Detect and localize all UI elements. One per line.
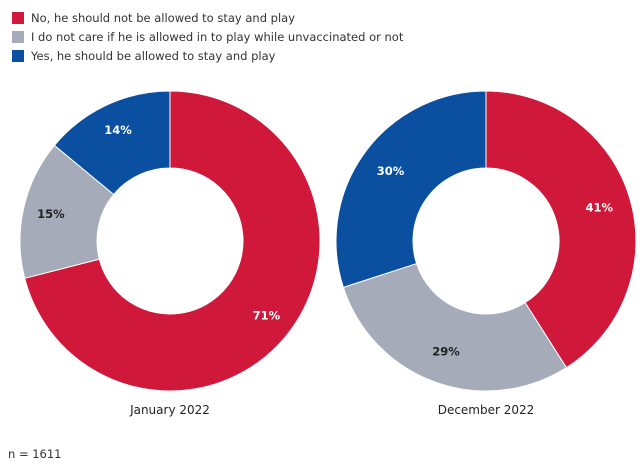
legend-item-yes: Yes, he should be allowed to stay and pl… — [12, 46, 403, 65]
legend-label-do-not-care: I do not care if he is allowed in to pla… — [31, 29, 404, 44]
legend-swatch-do-not-care — [12, 30, 24, 43]
chart-title-2: December 2022 — [438, 403, 535, 417]
sample-size-note: n = 1611 — [8, 447, 62, 461]
data-label-do-not-care-chart-1: 15% — [37, 207, 65, 221]
data-label-yes-chart-1: 14% — [104, 123, 132, 137]
legend-swatch-no — [12, 11, 24, 24]
data-label-do-not-care-chart-2: 29% — [432, 345, 460, 359]
slice-no-chart-1 — [24, 90, 321, 392]
slice-yes-chart-2 — [335, 90, 487, 288]
chart-legend: No, he should not be allowed to stay and… — [12, 8, 403, 65]
legend-item-no: No, he should not be allowed to stay and… — [12, 8, 403, 27]
legend-label-yes: Yes, he should be allowed to stay and pl… — [31, 48, 276, 63]
legend-swatch-yes — [12, 49, 24, 62]
slice-do-not-care-chart-2 — [342, 262, 568, 392]
data-label-yes-chart-2: 30% — [377, 164, 405, 178]
legend-item-do-not-care: I do not care if he is allowed in to pla… — [12, 27, 403, 46]
data-label-no-chart-1: 71% — [253, 308, 281, 322]
data-label-no-chart-2: 41% — [586, 201, 614, 215]
legend-label-no: No, he should not be allowed to stay and… — [31, 10, 296, 25]
slice-yes-chart-1 — [53, 90, 171, 196]
chart-title-1: January 2022 — [129, 403, 210, 417]
slice-no-chart-2 — [485, 90, 637, 369]
